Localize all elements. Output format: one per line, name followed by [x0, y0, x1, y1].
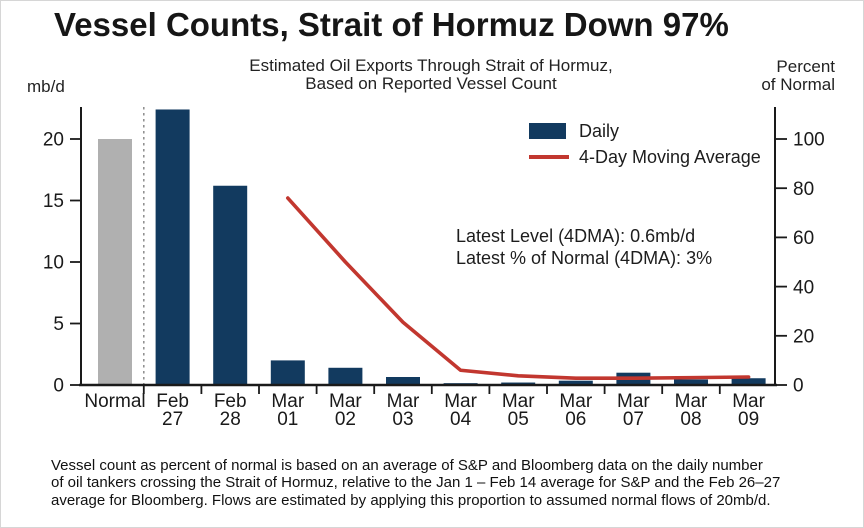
chart-subtitle-line1: Estimated Oil Exports Through Strait of … [249, 56, 613, 75]
category-label-feb-28: 28 [220, 409, 241, 430]
category-label-mar-03: 03 [392, 409, 413, 430]
left-axis-unit-label: mb/d [27, 77, 65, 96]
category-label-mar-05: Mar [502, 391, 535, 412]
right-axis-unit-label: Percent of Normal [761, 58, 835, 93]
category-label-mar-03: Mar [387, 391, 420, 412]
category-label-mar-08: Mar [675, 391, 708, 412]
category-label-mar-01: Mar [271, 391, 304, 412]
bar-mar-06 [558, 380, 593, 385]
latest-percent-text: Latest % of Normal (4DMA): 3% [456, 248, 713, 268]
category-label-normal: Normal [84, 391, 145, 412]
category-label-mar-04: 04 [450, 409, 472, 430]
category-label-mar-01: 01 [277, 409, 298, 430]
footnote-line3: average for Bloomberg. Flows are estimat… [51, 491, 771, 509]
category-label-feb-28: Feb [214, 391, 247, 412]
category-label-feb-27: 27 [162, 409, 183, 430]
left-axis-tick-label: 10 [43, 253, 64, 274]
bar-mar-08 [674, 379, 708, 385]
category-label-feb-27: Feb [156, 391, 189, 412]
legend-moving-average-label: 4-Day Moving Average [579, 146, 761, 167]
footnote-line2: of oil tankers crossing the Strait of Ho… [51, 474, 781, 492]
legend-item-daily: Daily [529, 121, 761, 141]
right-axis-tick-label: 0 [793, 376, 804, 397]
right-axis-tick-label: 100 [793, 130, 825, 151]
footnote-line1: Vessel count as percent of normal is bas… [51, 457, 763, 474]
left-axis-tick-label: 0 [53, 376, 64, 397]
latest-level-text: Latest Level (4DMA): 0.6mb/d [456, 226, 696, 246]
category-label-mar-02: 02 [335, 409, 356, 430]
page-title: Vessel Counts, Strait of Hormuz Down 97% [54, 6, 729, 43]
right-axis-tick-label: 20 [793, 326, 814, 347]
bar-mar-05 [501, 382, 536, 385]
daily-bar-swatch-icon [529, 123, 566, 139]
category-label-mar-06: Mar [559, 391, 592, 412]
category-label-mar-07: 07 [623, 409, 644, 430]
category-label-mar-04: Mar [444, 391, 477, 412]
latest-values-annotation: Latest Level (4DMA): 0.6mb/d Latest % of… [456, 225, 712, 269]
right-axis-unit-line1: Percent [776, 57, 835, 76]
bar-mar-02 [328, 367, 363, 385]
right-axis-tick-label: 40 [793, 277, 814, 298]
legend-item-moving-average: 4-Day Moving Average [529, 147, 761, 167]
category-label-mar-06: 06 [565, 409, 586, 430]
bar-feb-28 [213, 185, 248, 385]
footnote: Vessel count as percent of normal is bas… [51, 457, 780, 509]
bar-normal [98, 139, 132, 385]
category-label-mar-05: 05 [508, 409, 529, 430]
bar-mar-09 [731, 378, 766, 385]
right-axis-tick-label: 60 [793, 228, 814, 249]
chart-subtitle: Estimated Oil Exports Through Strait of … [231, 57, 631, 93]
right-axis-tick-label: 80 [793, 179, 814, 200]
category-label-mar-09: Mar [732, 391, 765, 412]
bar-mar-01 [270, 360, 305, 385]
category-label-mar-02: Mar [329, 391, 362, 412]
left-axis-tick-label: 5 [53, 314, 64, 335]
category-label-mar-08: 08 [680, 409, 701, 430]
bar-mar-03 [386, 377, 420, 385]
chart-subtitle-line2: Based on Reported Vessel Count [305, 74, 557, 93]
category-label-mar-09: 09 [738, 409, 759, 430]
legend-daily-label: Daily [579, 120, 620, 141]
right-axis-unit-line2: of Normal [761, 74, 835, 94]
moving-average-line-swatch-icon [529, 155, 569, 159]
left-axis-tick-label: 20 [43, 130, 64, 151]
legend: Daily 4-Day Moving Average [529, 121, 761, 173]
category-label-mar-07: Mar [617, 391, 650, 412]
bar-feb-27 [155, 109, 190, 385]
left-axis-tick-label: 15 [43, 191, 64, 212]
moving-average-line [285, 196, 751, 381]
